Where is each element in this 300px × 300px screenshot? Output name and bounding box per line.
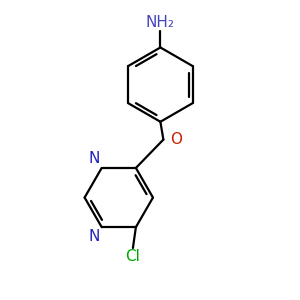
- Text: NH₂: NH₂: [146, 15, 175, 30]
- Text: N: N: [89, 152, 100, 166]
- Text: O: O: [170, 132, 182, 147]
- Text: Cl: Cl: [125, 249, 140, 264]
- Text: N: N: [89, 229, 100, 244]
